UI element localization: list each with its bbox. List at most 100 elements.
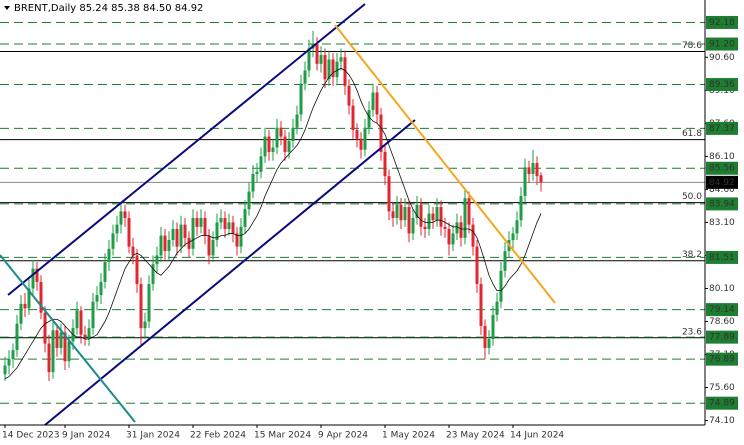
candle-body — [423, 226, 427, 230]
candle-body — [399, 204, 403, 221]
levels: 78.6 61.8 50.0 38.2 23.6 — [0, 21, 705, 404]
downtrend-line — [334, 24, 556, 304]
candle-body — [219, 218, 223, 223]
candle-body — [431, 213, 435, 221]
candle-body — [251, 173, 255, 192]
level-tag — [706, 250, 738, 264]
current-price-label: 84.92 — [709, 178, 735, 188]
x-tick-label: 9 Jan 2024 — [62, 431, 110, 441]
candle-body — [51, 330, 55, 373]
candle-body — [247, 191, 251, 210]
x-tick-label: 9 Apr 2024 — [318, 431, 368, 441]
candle-body — [343, 57, 347, 86]
candle-body — [115, 224, 119, 234]
candle-body — [515, 220, 519, 234]
candle-body — [95, 295, 99, 302]
candle-body — [83, 334, 87, 337]
candle-body — [243, 209, 247, 227]
candle-body — [331, 59, 335, 78]
menu-arrow[interactable] — [4, 6, 10, 10]
candle-body — [87, 328, 91, 337]
candle-body — [531, 162, 535, 174]
candle-body — [23, 303, 27, 309]
fib-label: 78.6 — [682, 41, 702, 51]
candle-body — [275, 127, 279, 148]
candle-body — [327, 59, 331, 80]
candle-body — [287, 140, 291, 152]
candle-body — [199, 218, 203, 227]
candle-body — [195, 218, 199, 227]
candle-body — [211, 240, 215, 256]
candle-body — [387, 176, 391, 212]
candle-body — [475, 246, 479, 285]
moving-average — [4, 67, 542, 380]
candle-body — [39, 281, 43, 313]
candle-body — [427, 213, 431, 230]
candle-body — [355, 129, 359, 139]
candle-body — [367, 110, 371, 128]
candle-body — [123, 211, 127, 219]
candle-body — [3, 365, 7, 375]
y-tick-label: 78.60 — [709, 317, 735, 327]
candle-body — [55, 330, 59, 348]
candle-body — [59, 332, 63, 348]
candle-body — [335, 61, 339, 78]
candle-body — [303, 70, 307, 84]
candle-body — [215, 222, 219, 241]
level-label: 81.51 — [709, 253, 735, 263]
y-tick-label: 84.60 — [709, 185, 735, 195]
candle-body — [163, 235, 167, 252]
candle-body — [239, 226, 243, 247]
axis: 74.1075.6077.1078.6080.1081.6083.1084.60… — [2, 15, 738, 441]
candle-body — [235, 233, 239, 247]
candle-body — [523, 167, 527, 196]
candle-body — [27, 288, 31, 309]
candle-body — [19, 303, 23, 324]
candle-body — [15, 323, 19, 351]
level-tag — [706, 15, 738, 29]
candle-body — [147, 284, 151, 322]
candle-body — [491, 314, 495, 340]
x-tick-label: 31 Jan 2024 — [126, 431, 180, 441]
candle-body — [291, 127, 295, 141]
candle-body — [479, 284, 483, 326]
y-tick-label: 74.10 — [709, 416, 735, 426]
candle-body — [283, 136, 287, 152]
candle-body — [455, 222, 459, 234]
candle-body — [323, 55, 327, 80]
candle-body — [131, 246, 135, 256]
candle-body — [175, 229, 179, 247]
candle-body — [43, 312, 47, 344]
x-tick-label: 1 May 2024 — [382, 431, 435, 441]
candle-body — [47, 343, 51, 373]
candle-body — [231, 222, 235, 234]
candle-body — [503, 251, 507, 271]
candle-body — [407, 206, 411, 234]
candle-body — [419, 204, 423, 227]
y-tick-label: 80.10 — [709, 284, 735, 294]
candle-body — [371, 92, 375, 111]
level-tag — [706, 303, 738, 317]
candle-body — [271, 147, 275, 152]
fib-label: 23.6 — [682, 327, 702, 337]
channel-lower — [44, 119, 416, 426]
candle-body — [259, 156, 263, 172]
channel-upper — [7, 3, 366, 296]
candle-body — [255, 171, 259, 174]
candle-body — [155, 255, 159, 265]
level-label: 91.20 — [709, 40, 735, 50]
level-label: 92.18 — [709, 18, 735, 28]
candle-body — [375, 92, 379, 115]
x-tick-label: 14 Jun 2024 — [510, 431, 564, 441]
candle-body — [383, 151, 387, 177]
fib-label: 38.2 — [682, 250, 702, 260]
candle-body — [91, 301, 95, 329]
candle-body — [539, 175, 543, 183]
candle-body — [379, 114, 383, 152]
candle-body — [363, 127, 367, 150]
candle-body — [135, 255, 139, 285]
candle-body — [227, 222, 231, 230]
x-tick-label: 14 Dec 2023 — [2, 431, 60, 441]
level-tag — [706, 330, 738, 344]
